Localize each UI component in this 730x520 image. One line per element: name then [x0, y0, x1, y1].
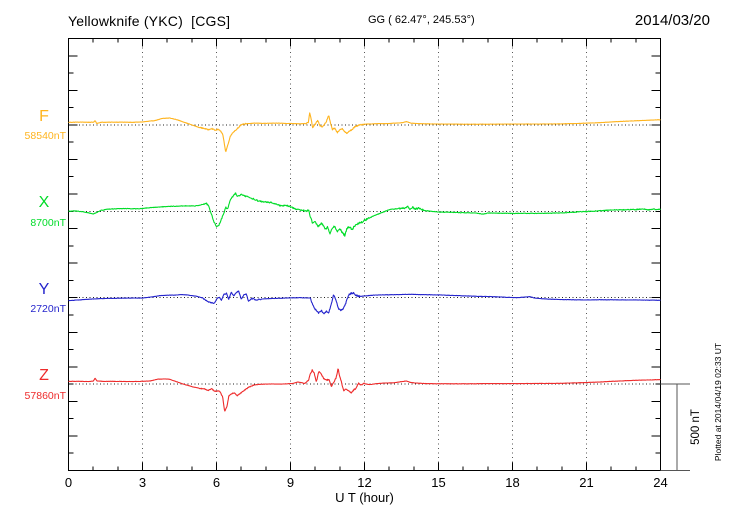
plot-frame: [68, 38, 661, 471]
trace-label-X: X: [38, 194, 50, 212]
x-tick-label: 3: [139, 475, 146, 490]
x-tick-label: 24: [653, 475, 667, 490]
x-axis-label: U T (hour): [335, 490, 394, 505]
trace-baseline-value-Z: 57860nT: [24, 389, 66, 402]
trace-label-Z: Z: [39, 367, 49, 385]
x-tick-label: 6: [213, 475, 220, 490]
scale-bar: [660, 383, 690, 472]
trace-baseline-value-X: 8700nT: [30, 216, 66, 229]
scale-bar-label: 500 nT: [690, 409, 702, 445]
trace-label-F: F: [39, 107, 49, 125]
geographic-coordinates: GG ( 62.47°, 245.53°): [368, 14, 475, 26]
trace-baseline-value-Y: 2720nT: [30, 303, 66, 316]
trace-F: [68, 112, 661, 153]
station-title: Yellowknife (YKC) [CGS]: [68, 13, 231, 29]
trace-Y: [68, 290, 661, 315]
plot-date: 2014/03/20: [634, 12, 710, 29]
plotted-at-note: Plotted at 2014/04/19 02:33 UT: [713, 342, 723, 462]
trace-label-Y: Y: [38, 280, 50, 298]
x-tick-label: 18: [505, 475, 519, 490]
x-tick-label: 15: [431, 475, 445, 490]
x-tick-label: 0: [65, 475, 72, 490]
x-tick-label: 12: [357, 475, 371, 490]
trace-baseline-value-F: 58540nT: [24, 130, 66, 143]
x-tick-label: 21: [579, 475, 593, 490]
trace-X: [68, 192, 661, 237]
x-tick-label: 9: [287, 475, 294, 490]
trace-Z: [68, 368, 661, 412]
